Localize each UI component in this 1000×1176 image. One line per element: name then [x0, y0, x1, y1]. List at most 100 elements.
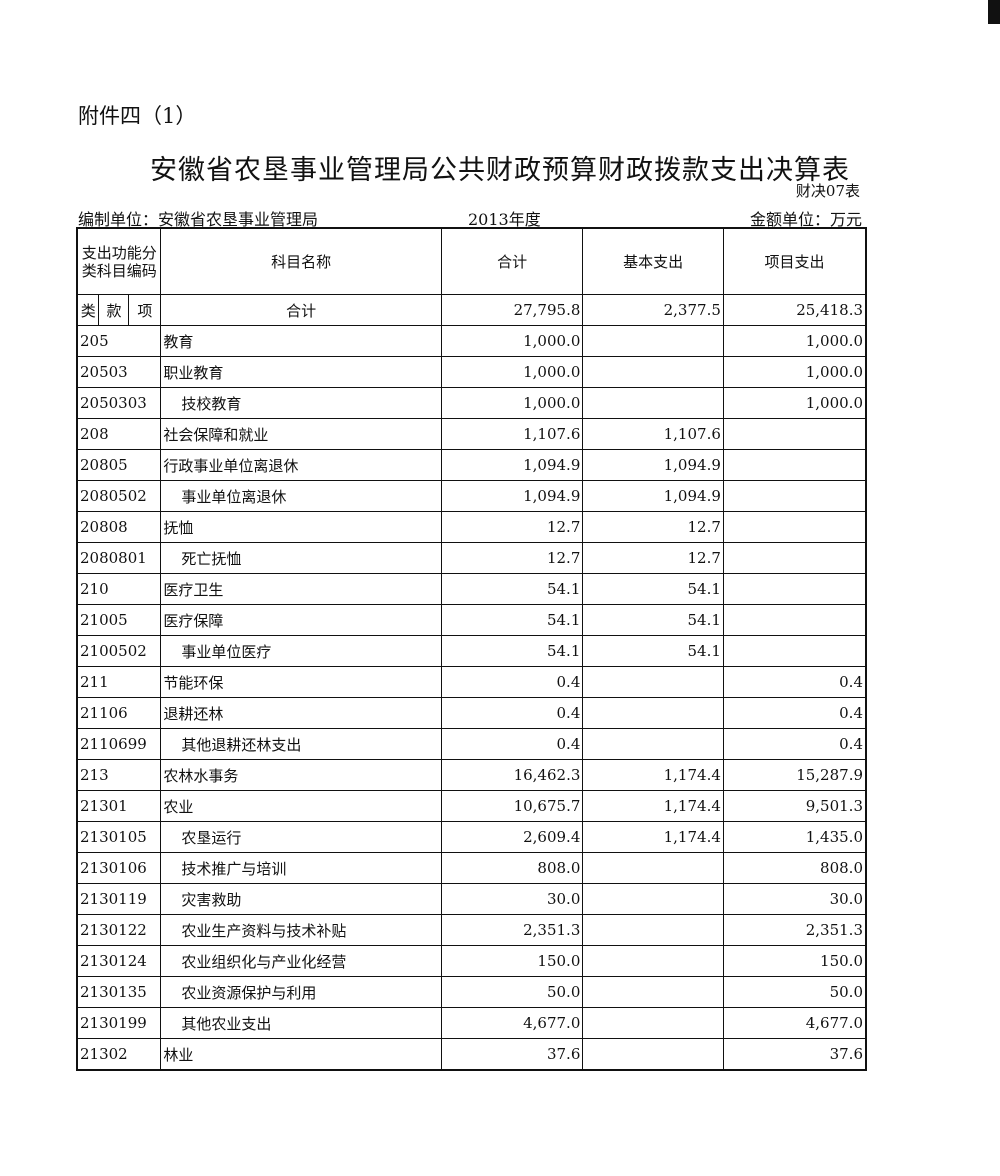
- fiscal-year: 2013年度: [468, 210, 541, 229]
- row-code: 21005: [76, 604, 162, 636]
- row-basic: 1,094.9: [582, 480, 724, 512]
- table-row: 2130199 其他农业支出 4,677.0 4,677.0: [76, 1007, 867, 1039]
- row-project: 4,677.0: [722, 1007, 867, 1039]
- table-row: 211 节能环保 0.4 0.4: [76, 666, 867, 698]
- row-project: 0.4: [722, 728, 867, 760]
- row-total: 2,609.4: [440, 821, 584, 853]
- form-code: 财决07表: [795, 182, 860, 200]
- row-name: 农业组织化与产业化经营: [160, 945, 442, 977]
- row-name: 农垦运行: [160, 821, 442, 853]
- row-code: 2110699: [76, 728, 162, 760]
- row-name: 行政事业单位离退休: [160, 449, 442, 481]
- sub-header-item: 项: [128, 294, 162, 326]
- row-basic: [582, 1038, 724, 1071]
- header-basic: 基本支出: [582, 227, 724, 295]
- row-project: 2,351.3: [722, 914, 867, 946]
- row-name: 退耕还林: [160, 697, 442, 729]
- row-basic: [582, 387, 724, 419]
- row-name: 抚恤: [160, 511, 442, 543]
- row-code: 2130105: [76, 821, 162, 853]
- table-row: 208 社会保障和就业 1,107.6 1,107.6: [76, 418, 867, 450]
- row-total: 1,094.9: [440, 449, 584, 481]
- table-row: 2100502 事业单位医疗 54.1 54.1: [76, 635, 867, 667]
- table-row: 2130124 农业组织化与产业化经营 150.0 150.0: [76, 945, 867, 977]
- row-project: 1,000.0: [722, 356, 867, 388]
- table-row: 20805 行政事业单位离退休 1,094.9 1,094.9: [76, 449, 867, 481]
- table-row: 205 教育 1,000.0 1,000.0: [76, 325, 867, 357]
- table-row: 20503 职业教育 1,000.0 1,000.0: [76, 356, 867, 388]
- table-row: 2130122 农业生产资料与技术补贴 2,351.3 2,351.3: [76, 914, 867, 946]
- row-name: 事业单位医疗: [160, 635, 442, 667]
- row-code: 20808: [76, 511, 162, 543]
- row-total: 808.0: [440, 852, 584, 884]
- row-name: 技术推广与培训: [160, 852, 442, 884]
- row-name: 其他农业支出: [160, 1007, 442, 1039]
- row-code: 205: [76, 325, 162, 357]
- row-project: 37.6: [722, 1038, 867, 1071]
- row-basic: [582, 852, 724, 884]
- row-code: 2130119: [76, 883, 162, 915]
- row-project: [722, 480, 867, 512]
- table-row: 21106 退耕还林 0.4 0.4: [76, 697, 867, 729]
- row-code: 211: [76, 666, 162, 698]
- row-project: 1,000.0: [722, 325, 867, 357]
- sub-header-section: 款: [98, 294, 130, 326]
- sub-header-class: 类: [76, 294, 100, 326]
- table-row: 210 医疗卫生 54.1 54.1: [76, 573, 867, 605]
- header-code: 支出功能分类科目编码: [76, 227, 162, 295]
- total-sum: 27,795.8: [440, 294, 584, 326]
- row-project: [722, 604, 867, 636]
- row-project: [722, 573, 867, 605]
- row-code: 2100502: [76, 635, 162, 667]
- row-total: 16,462.3: [440, 759, 584, 791]
- row-total: 150.0: [440, 945, 584, 977]
- row-basic: [582, 697, 724, 729]
- row-project: [722, 542, 867, 574]
- table-row: 2080502 事业单位离退休 1,094.9 1,094.9: [76, 480, 867, 512]
- row-code: 21302: [76, 1038, 162, 1071]
- row-basic: [582, 728, 724, 760]
- row-name: 林业: [160, 1038, 442, 1071]
- row-total: 54.1: [440, 573, 584, 605]
- row-total: 1,094.9: [440, 480, 584, 512]
- table-row: 2130135 农业资源保护与利用 50.0 50.0: [76, 976, 867, 1008]
- row-project: 1,435.0: [722, 821, 867, 853]
- row-code: 2130106: [76, 852, 162, 884]
- table-row: 20808 抚恤 12.7 12.7: [76, 511, 867, 543]
- table-row: 2110699 其他退耕还林支出 0.4 0.4: [76, 728, 867, 760]
- row-name: 农业资源保护与利用: [160, 976, 442, 1008]
- row-project: 50.0: [722, 976, 867, 1008]
- row-total: 1,000.0: [440, 356, 584, 388]
- row-project: 15,287.9: [722, 759, 867, 791]
- row-code: 21301: [76, 790, 162, 822]
- row-basic: 54.1: [582, 573, 724, 605]
- row-project: 1,000.0: [722, 387, 867, 419]
- row-code: 20503: [76, 356, 162, 388]
- header-total: 合计: [440, 227, 584, 295]
- currency-unit: 金额单位：万元: [749, 210, 862, 229]
- row-project: [722, 635, 867, 667]
- row-total: 54.1: [440, 604, 584, 636]
- row-total: 30.0: [440, 883, 584, 915]
- scan-mark: [988, 0, 1000, 24]
- row-basic: [582, 325, 724, 357]
- row-name: 社会保障和就业: [160, 418, 442, 450]
- header-name: 科目名称: [160, 227, 442, 295]
- row-project: 9,501.3: [722, 790, 867, 822]
- total-basic: 2,377.5: [582, 294, 724, 326]
- row-basic: [582, 883, 724, 915]
- row-name: 职业教育: [160, 356, 442, 388]
- row-code: 213: [76, 759, 162, 791]
- row-code: 2080801: [76, 542, 162, 574]
- table-row: 21302 林业 37.6 37.6: [76, 1038, 867, 1071]
- header-project: 项目支出: [722, 227, 867, 295]
- compiling-unit: 编制单位：安徽省农垦事业管理局: [78, 210, 319, 229]
- row-basic: 12.7: [582, 511, 724, 543]
- total-row: 类 款 项 合计 27,795.8 2,377.5 25,418.3: [76, 294, 867, 326]
- row-total: 50.0: [440, 976, 584, 1008]
- row-total: 10,675.7: [440, 790, 584, 822]
- row-name: 技校教育: [160, 387, 442, 419]
- row-basic: [582, 945, 724, 977]
- row-basic: 1,107.6: [582, 418, 724, 450]
- row-basic: 54.1: [582, 604, 724, 636]
